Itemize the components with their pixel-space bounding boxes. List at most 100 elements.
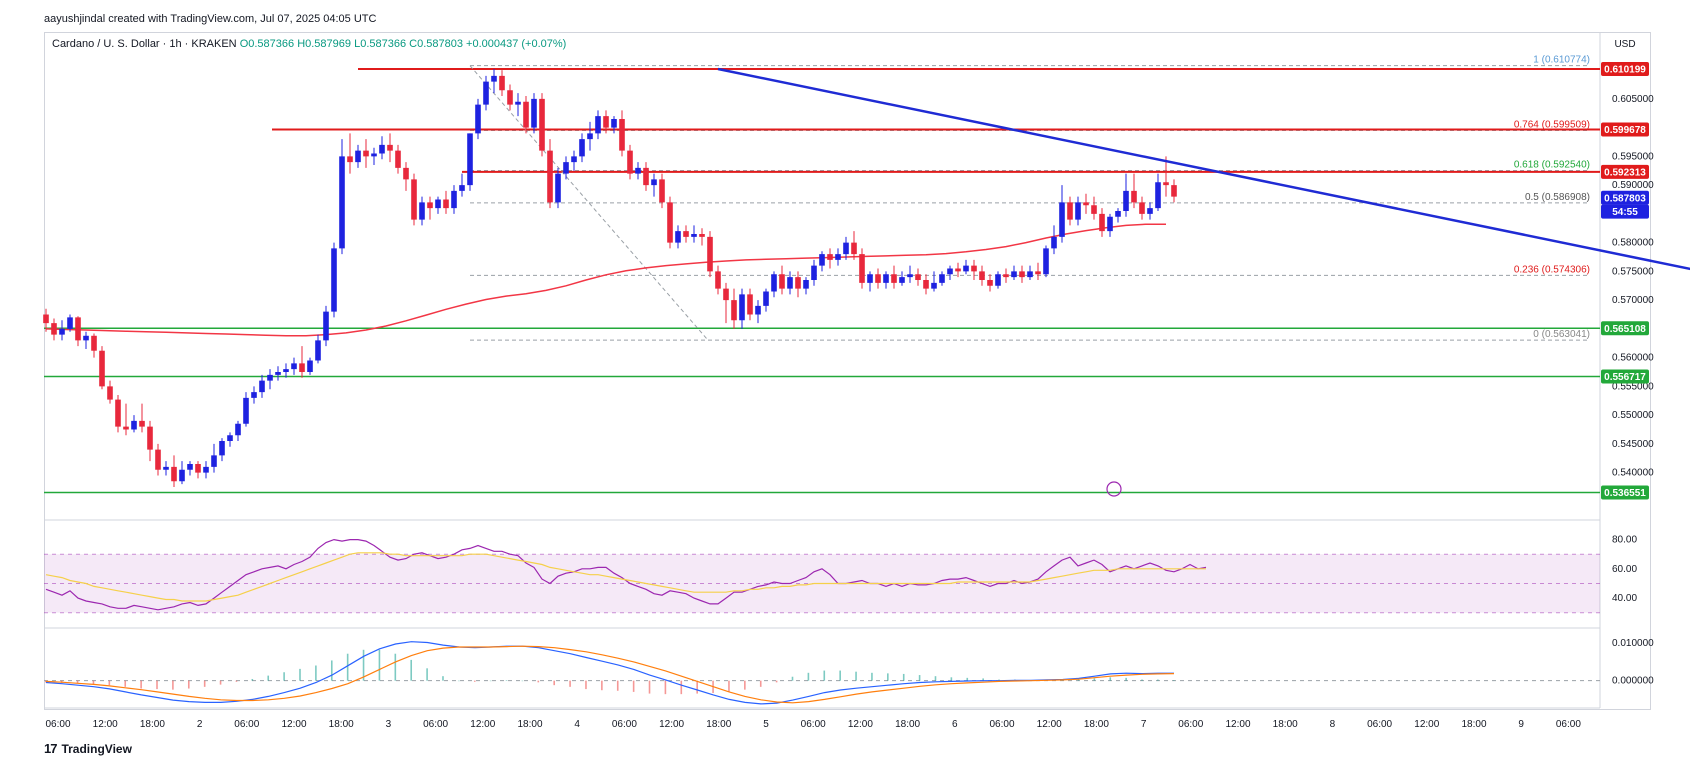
candle-body	[1131, 190, 1137, 203]
time-axis-tick: 06:00	[989, 719, 1014, 730]
time-axis-tick: 5	[763, 719, 769, 730]
candle-body	[211, 455, 217, 467]
candle-body	[939, 274, 945, 283]
candle-body	[731, 300, 737, 321]
candle-body	[475, 104, 481, 134]
macd-histogram-bar	[426, 668, 428, 681]
candle-body	[995, 274, 1001, 286]
macd-histogram-bar	[839, 670, 841, 681]
candle-body	[771, 274, 777, 292]
candle-body	[323, 311, 329, 341]
ohlc-close: C0.587803	[409, 38, 463, 50]
candle-body	[579, 139, 585, 157]
candle-body	[947, 268, 953, 275]
candle-body	[1011, 271, 1017, 278]
time-axis-tick: 06:00	[1178, 719, 1203, 730]
macd-histogram-bar	[394, 653, 397, 681]
macd-histogram-bar	[664, 680, 667, 695]
macd-line	[45, 641, 1174, 705]
macd-histogram-bar	[267, 675, 270, 681]
time-axis-tick: 12:00	[848, 719, 873, 730]
candle-body	[523, 101, 529, 128]
symbol-legend[interactable]: Cardano / U. S. Dollar · 1h · KRAKEN O0.…	[52, 38, 566, 50]
candle-body	[75, 317, 81, 341]
macd-histogram-bar	[537, 680, 540, 683]
macd-histogram-bar	[950, 677, 953, 681]
candle-body	[1155, 182, 1161, 209]
price-axis-tick: 0.555000	[1612, 381, 1654, 392]
candle-body	[683, 231, 689, 237]
candle-body	[1027, 271, 1033, 278]
candle-body	[811, 265, 817, 280]
macd-histogram-bar	[410, 659, 413, 681]
candle-body	[403, 167, 409, 180]
macd-histogram-bar	[156, 680, 158, 690]
time-axis-tick: 8	[1330, 719, 1336, 730]
candle-body	[707, 236, 713, 272]
candle-body	[843, 242, 849, 255]
candle-body	[1043, 248, 1049, 275]
symbol-name: Cardano / U. S. Dollar · 1h · KRAKEN	[52, 38, 237, 50]
candle-body	[427, 202, 433, 209]
candle-body	[1075, 202, 1081, 220]
macd-histogram-bar	[299, 668, 301, 681]
candle-body	[723, 288, 729, 301]
time-axis-tick: 18:00	[706, 719, 731, 730]
macd-histogram-bar	[1077, 679, 1080, 681]
candle-body	[115, 399, 121, 427]
candle-body	[851, 242, 857, 255]
macd-histogram-bar	[473, 680, 476, 682]
macd-histogram-bar	[696, 680, 698, 694]
candle-body	[1003, 274, 1009, 278]
candle-body	[1019, 271, 1025, 278]
price-tag	[1601, 321, 1649, 336]
fib-level-label: 0 (0.563041)	[1533, 329, 1590, 340]
candle-body	[91, 335, 97, 351]
time-axis-tick: 12:00	[1037, 719, 1062, 730]
time-axis-tick: 18:00	[895, 719, 920, 730]
rsi-line	[45, 538, 1207, 611]
price-axis-tick: 0.575000	[1612, 266, 1654, 277]
macd-histogram-bar	[1141, 679, 1143, 681]
candle-body	[411, 179, 417, 220]
price-tag-label: 0.599678	[1604, 125, 1646, 136]
candle-body	[283, 369, 289, 372]
ohlc-change: +0.000437 (+0.07%)	[466, 38, 567, 50]
candle-body	[635, 167, 641, 174]
price-tag	[1601, 122, 1649, 137]
candle-body	[1115, 211, 1121, 217]
macd-histogram-bar	[791, 676, 794, 681]
candle-body	[1051, 236, 1057, 249]
candle-body	[979, 271, 985, 280]
candle-body	[363, 150, 369, 157]
candle-body	[203, 466, 209, 473]
candle-body	[787, 277, 793, 289]
chart-attribution: aayushjindal created with TradingView.co…	[44, 13, 377, 25]
macd-signal-line	[45, 645, 1175, 704]
candle-body	[1067, 202, 1073, 220]
candle-body	[1059, 202, 1065, 237]
candle-body	[715, 271, 721, 289]
candle-body	[963, 265, 969, 272]
candle-body	[803, 280, 809, 289]
macd-histogram-bar	[569, 680, 571, 687]
candle-body	[171, 466, 177, 482]
price-tag-label: 0.587803	[1604, 193, 1646, 204]
candle-body	[1147, 208, 1153, 214]
candle-body	[859, 254, 865, 283]
candle-body	[123, 426, 129, 430]
time-axis-tick: 18:00	[329, 719, 354, 730]
time-axis-tick: 12:00	[659, 719, 684, 730]
candle-body	[235, 423, 241, 436]
candle-body	[347, 156, 353, 163]
macd-histogram-bar	[680, 680, 683, 695]
macd-axis-tick: 0.000000	[1612, 676, 1654, 687]
macd-histogram-bar	[219, 680, 222, 685]
candle-body	[1139, 202, 1145, 214]
candle-body	[499, 75, 505, 91]
macd-histogram-bar	[553, 680, 555, 686]
candle-body	[675, 231, 681, 243]
candle-body	[971, 265, 977, 272]
candle-body	[467, 133, 473, 186]
